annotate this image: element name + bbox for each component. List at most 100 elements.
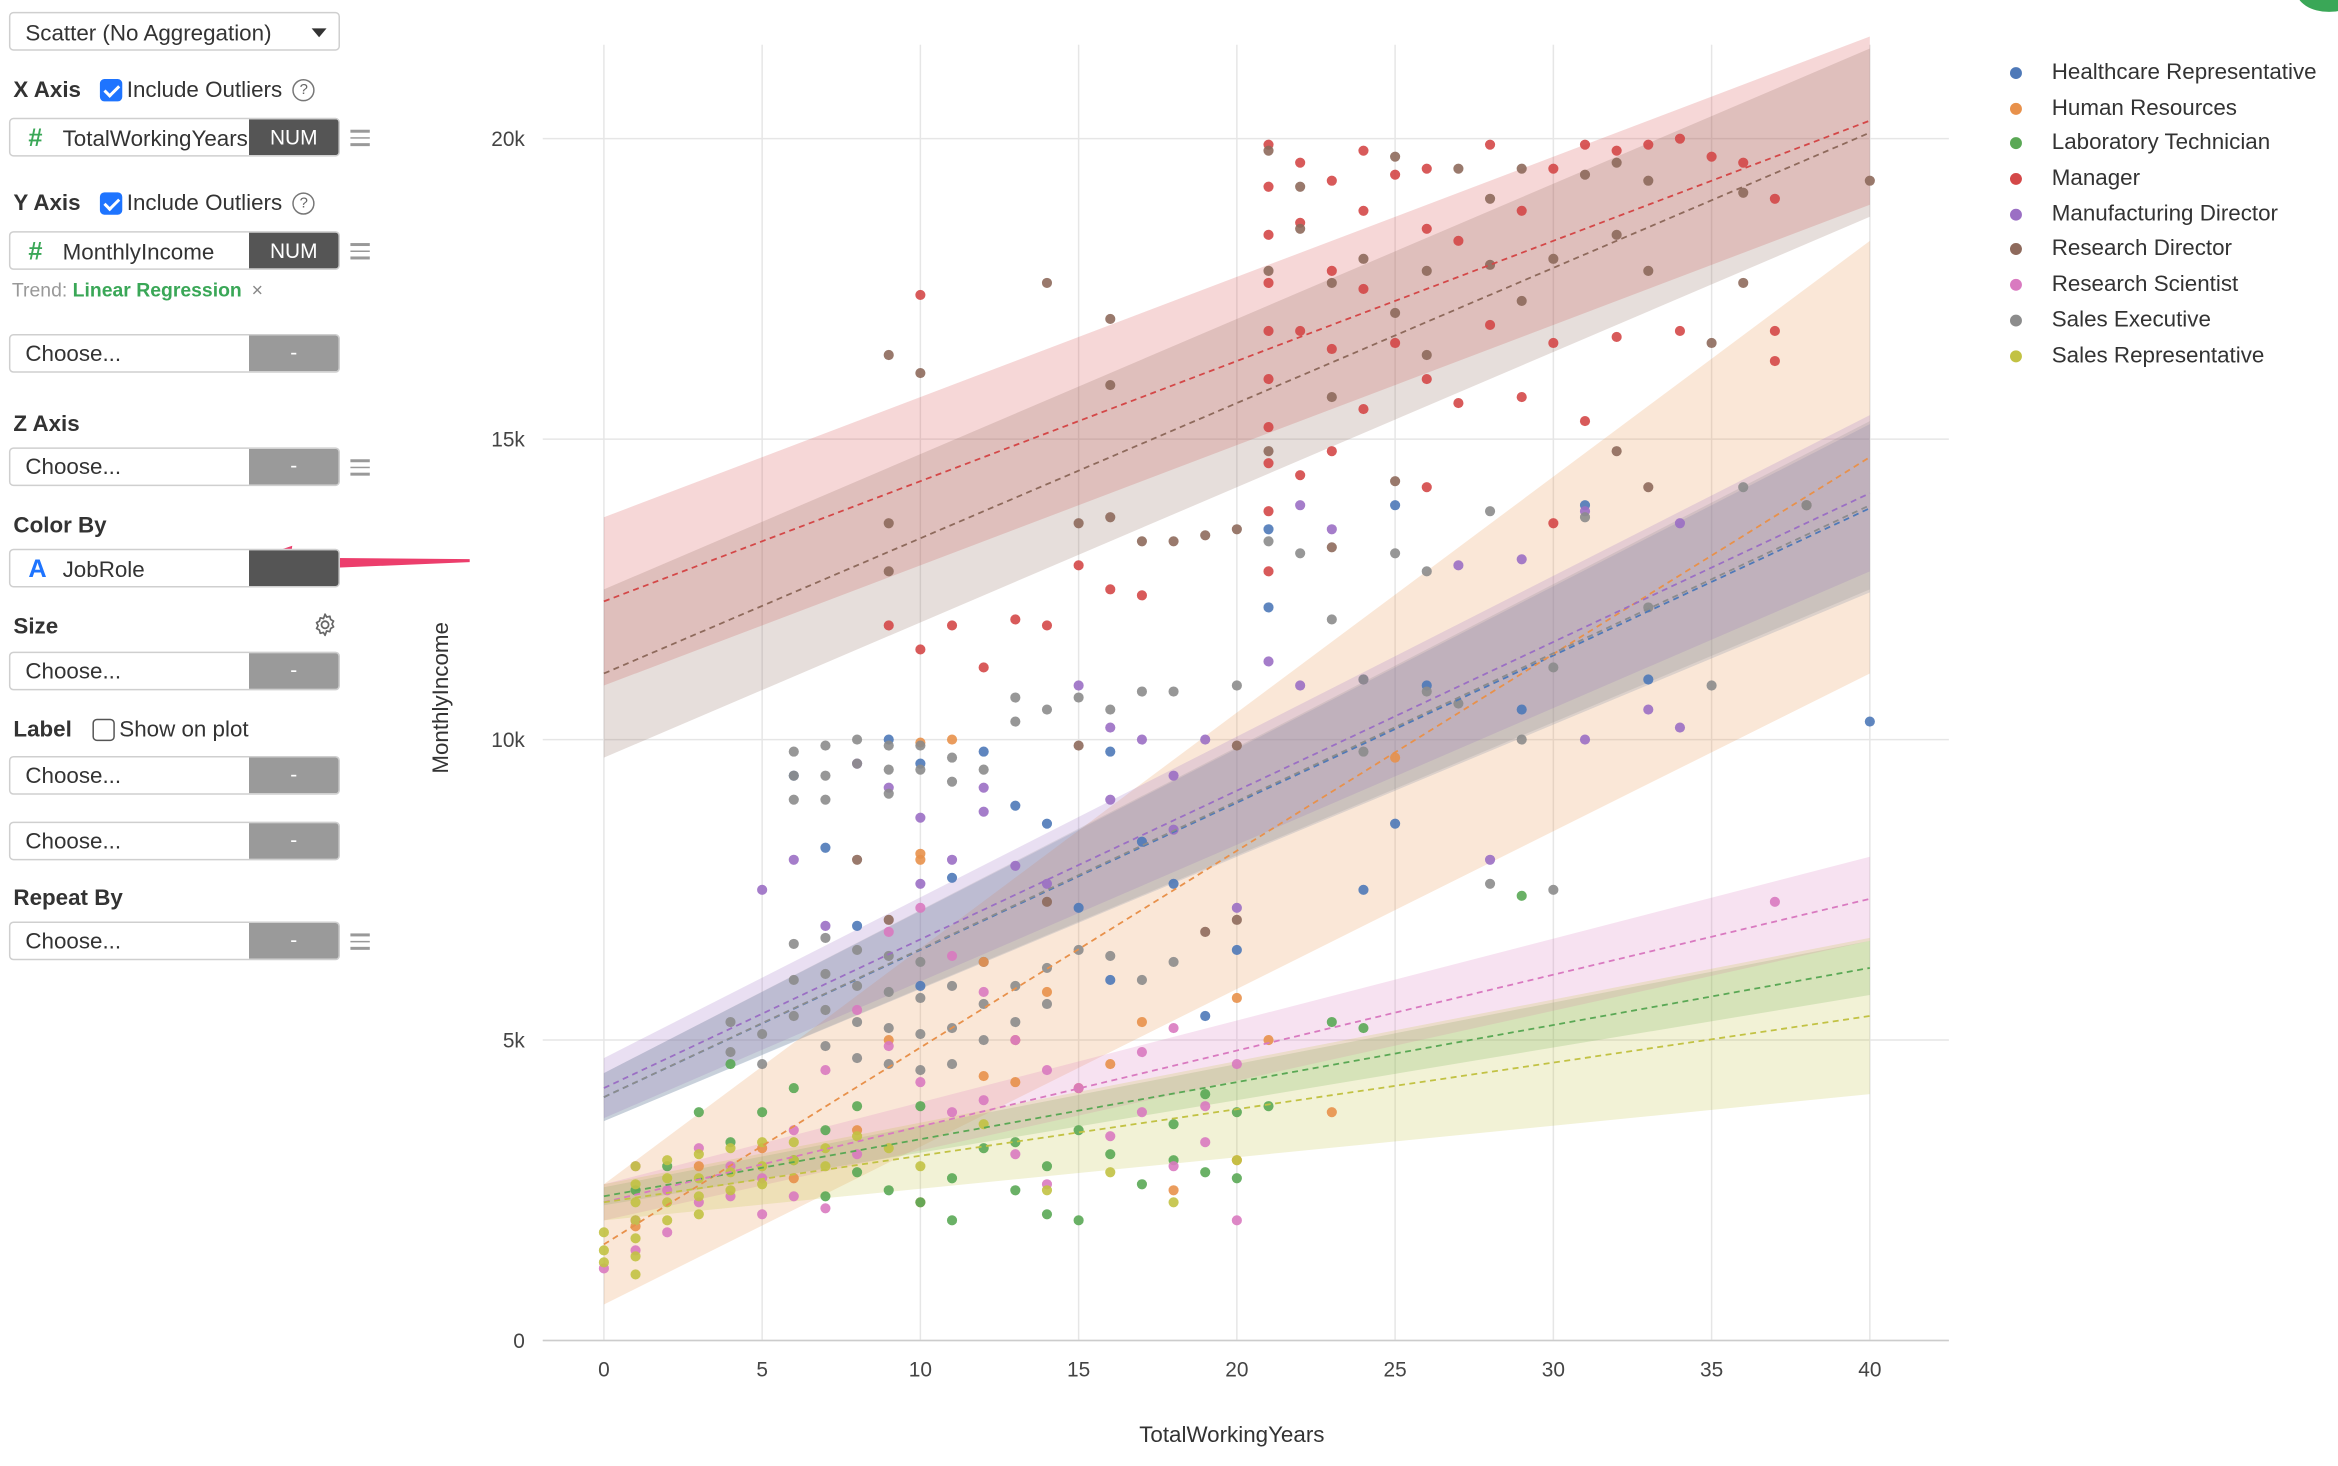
chart-type-select[interactable]: Scatter (No Aggregation) bbox=[8, 11, 340, 51]
data-point bbox=[915, 1197, 926, 1208]
data-point bbox=[1548, 518, 1559, 529]
trend-value-link[interactable]: Linear Regression bbox=[72, 278, 242, 302]
data-point bbox=[693, 1107, 704, 1118]
data-point bbox=[915, 1161, 926, 1172]
data-point bbox=[1136, 1107, 1147, 1118]
data-point bbox=[1579, 169, 1591, 180]
hamburger-menu-icon[interactable] bbox=[350, 455, 370, 480]
data-point bbox=[1643, 175, 1654, 186]
y-axis-type-badge[interactable]: NUM bbox=[249, 232, 339, 269]
data-point bbox=[915, 740, 926, 751]
data-point bbox=[946, 1215, 958, 1226]
hamburger-menu-icon[interactable] bbox=[350, 125, 370, 150]
y-include-outliers[interactable]: Include Outliers ? bbox=[99, 191, 315, 216]
data-point bbox=[883, 764, 894, 775]
dash-button[interactable]: - bbox=[249, 823, 339, 859]
data-point bbox=[1295, 548, 1306, 559]
data-point bbox=[852, 1004, 863, 1016]
hamburger-menu-icon[interactable] bbox=[350, 929, 370, 954]
data-point bbox=[915, 289, 926, 300]
trend-remove-icon[interactable]: × bbox=[251, 278, 263, 302]
data-point bbox=[1263, 373, 1274, 385]
data-point bbox=[630, 1269, 641, 1280]
data-point bbox=[852, 1131, 863, 1142]
hamburger-menu-icon[interactable] bbox=[350, 239, 370, 264]
data-point bbox=[1136, 1016, 1147, 1028]
data-point bbox=[1200, 1089, 1211, 1100]
data-point bbox=[1263, 265, 1274, 276]
data-point bbox=[1105, 794, 1116, 805]
data-point bbox=[1769, 355, 1780, 367]
dash-button[interactable]: - bbox=[249, 757, 339, 794]
data-point bbox=[788, 974, 799, 986]
data-point bbox=[915, 902, 926, 913]
data-point bbox=[788, 794, 799, 805]
help-icon[interactable]: ? bbox=[292, 79, 315, 102]
dash-button[interactable]: - bbox=[249, 335, 339, 372]
dash-button[interactable]: - bbox=[249, 653, 339, 689]
data-point bbox=[1073, 692, 1084, 703]
color-by-field[interactable]: A JobRole bbox=[8, 548, 340, 588]
dash-button[interactable]: - bbox=[249, 922, 339, 959]
repeat-by-select[interactable]: Choose... - bbox=[8, 921, 340, 961]
text-type-icon: A bbox=[28, 554, 47, 584]
y-extra-select[interactable]: Choose... - bbox=[8, 334, 340, 373]
data-point bbox=[1136, 686, 1147, 697]
data-point bbox=[1295, 500, 1306, 511]
data-point bbox=[1295, 223, 1306, 234]
label-select-2[interactable]: Choose... - bbox=[8, 821, 340, 861]
label-select-1[interactable]: Choose... - bbox=[8, 755, 340, 795]
gear-icon[interactable] bbox=[312, 611, 339, 638]
dash-button[interactable]: - bbox=[249, 448, 339, 485]
color-by-type-badge[interactable] bbox=[249, 550, 339, 587]
x-axis-field[interactable]: # TotalWorkingYears NUM bbox=[8, 117, 340, 157]
z-axis-select[interactable]: Choose... - bbox=[8, 447, 340, 487]
data-point bbox=[1263, 145, 1274, 156]
x-include-outliers[interactable]: Include Outliers ? bbox=[99, 78, 315, 103]
regression-line bbox=[603, 1015, 1870, 1204]
data-point bbox=[788, 770, 799, 781]
data-point bbox=[1136, 536, 1147, 547]
y-tick-label: 10k bbox=[491, 729, 525, 752]
data-point bbox=[1200, 734, 1211, 745]
data-point bbox=[1168, 686, 1179, 697]
x-tick-label: 30 bbox=[1542, 1358, 1565, 1381]
data-point bbox=[1041, 620, 1053, 631]
data-point bbox=[1358, 283, 1369, 294]
data-point bbox=[1548, 662, 1559, 673]
data-point bbox=[1231, 680, 1242, 691]
data-point bbox=[820, 1191, 831, 1202]
data-point bbox=[1231, 740, 1242, 751]
data-point bbox=[915, 367, 926, 379]
data-point bbox=[1168, 536, 1179, 547]
data-point bbox=[1390, 500, 1401, 511]
data-point bbox=[852, 854, 863, 865]
data-point bbox=[1326, 446, 1337, 457]
legend-label: Healthcare Representative bbox=[2051, 59, 2317, 85]
show-on-plot[interactable]: Show on plot bbox=[92, 717, 249, 743]
data-point bbox=[1041, 1065, 1053, 1076]
y-axis-field[interactable]: # MonthlyIncome NUM bbox=[8, 231, 340, 270]
legend-label: Sales Representative bbox=[2051, 342, 2265, 368]
y-include-outliers-checkbox[interactable] bbox=[99, 192, 123, 215]
data-point bbox=[1105, 722, 1116, 733]
data-point bbox=[598, 1245, 609, 1256]
data-point bbox=[1168, 1197, 1179, 1208]
show-on-plot-checkbox[interactable] bbox=[92, 718, 115, 742]
data-point bbox=[1295, 470, 1306, 481]
data-point bbox=[1073, 740, 1084, 751]
data-point bbox=[1010, 1149, 1021, 1160]
data-point bbox=[1738, 187, 1749, 198]
x-include-outliers-checkbox[interactable] bbox=[99, 79, 123, 102]
data-point bbox=[1611, 157, 1622, 168]
data-point bbox=[1358, 1022, 1369, 1034]
regression-line bbox=[603, 897, 1871, 1204]
data-point bbox=[1263, 524, 1274, 535]
help-icon[interactable]: ? bbox=[292, 192, 315, 215]
data-point bbox=[1769, 193, 1780, 204]
size-select[interactable]: Choose... - bbox=[8, 651, 340, 691]
data-point bbox=[1611, 145, 1622, 156]
data-point bbox=[1263, 656, 1274, 667]
x-axis-type-badge[interactable]: NUM bbox=[249, 119, 339, 156]
data-point bbox=[1010, 1016, 1021, 1028]
